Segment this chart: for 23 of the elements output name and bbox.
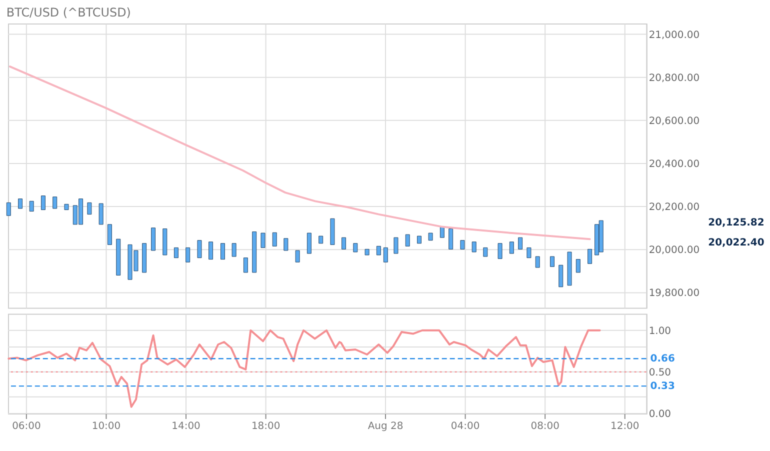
y-tick-label: 0.50 bbox=[648, 367, 672, 378]
text: 20,125.82 bbox=[708, 217, 764, 228]
x-tick-label: 10:00 bbox=[92, 420, 121, 432]
y-tick-label: 1.00 bbox=[648, 326, 672, 337]
y-tick-label: 20,600.00 bbox=[648, 116, 700, 127]
x-tick-label: 08:00 bbox=[530, 420, 560, 432]
chart-title: BTC/USD (^BTCUSD) bbox=[6, 6, 131, 20]
x-tick-label: 12:00 bbox=[610, 420, 640, 432]
y-tick-label: 20,000.00 bbox=[648, 245, 700, 256]
y-tick-label: 20,400.00 bbox=[648, 158, 700, 170]
x-tick-label: 04:00 bbox=[450, 420, 480, 432]
x-tick-label: 14:00 bbox=[172, 420, 200, 432]
x-tick-label: 06:00 bbox=[12, 420, 41, 432]
y-tick-label: 0.00 bbox=[648, 408, 672, 420]
y-tick-label: 19,800.00 bbox=[648, 288, 700, 300]
ref-line-label: 0.66 bbox=[650, 354, 675, 365]
y-tick-label: 20,200.00 bbox=[648, 202, 700, 214]
ref-line-label: 0.33 bbox=[650, 381, 675, 392]
x-tick-label: Aug 28 bbox=[368, 420, 404, 432]
y-tick-label: 21,000.00 bbox=[648, 30, 700, 41]
text: 20,022.40 bbox=[708, 237, 764, 248]
y-tick-label: 20,800.00 bbox=[648, 72, 700, 84]
x-tick-label: 18:00 bbox=[251, 420, 280, 432]
